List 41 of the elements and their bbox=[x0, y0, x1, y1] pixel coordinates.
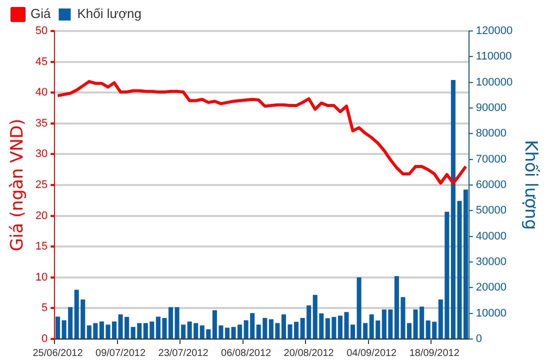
y2-tick-label: 40000 bbox=[476, 230, 506, 242]
bar bbox=[112, 322, 117, 338]
x-tick-label: 06/08/2012 bbox=[221, 348, 272, 359]
y-tick-label: 50 bbox=[35, 25, 48, 38]
y-tick-label: 35 bbox=[35, 117, 48, 130]
bar bbox=[168, 307, 174, 338]
bar bbox=[224, 328, 230, 338]
bar bbox=[407, 323, 412, 338]
y2-axis-title: Khối lượng bbox=[520, 140, 540, 230]
legend-label: Khối lượng bbox=[77, 6, 142, 22]
y2-tick-label: 90000 bbox=[476, 102, 506, 114]
y2-tick-label: 0 bbox=[476, 333, 482, 346]
y-axis-title: Giá (ngàn VND) bbox=[8, 118, 28, 252]
x-tick-label: 09/07/2012 bbox=[96, 348, 146, 359]
y2-tick-label: 30000 bbox=[476, 256, 506, 268]
y2-tick-label: 120000 bbox=[476, 25, 513, 38]
y-tick-label: 40 bbox=[35, 86, 48, 99]
y-tick-label: 25 bbox=[35, 179, 48, 192]
y-tick-label: 45 bbox=[35, 56, 48, 68]
legend-label: Giá bbox=[30, 6, 52, 22]
y2-tick-label: 20000 bbox=[476, 282, 506, 294]
y2-tick-label: 110000 bbox=[476, 50, 512, 63]
y-tick-label: 15 bbox=[35, 240, 48, 253]
y-tick-label: 30 bbox=[35, 148, 48, 160]
y2-tick-label: 10000 bbox=[476, 307, 506, 320]
y2-tick-label: 60000 bbox=[476, 179, 506, 192]
bar bbox=[56, 316, 60, 338]
y-tick-label: 0 bbox=[42, 333, 48, 346]
y2-tick-label: 50000 bbox=[476, 204, 506, 217]
x-tick-label: 18/09/2012 bbox=[409, 348, 460, 359]
y-tick-label: 20 bbox=[35, 210, 48, 222]
x-tick-label: 20/08/2012 bbox=[284, 348, 334, 359]
bar bbox=[281, 314, 286, 338]
y2-tick-label: 80000 bbox=[476, 128, 506, 140]
y2-tick-label: 70000 bbox=[476, 153, 506, 166]
x-tick-label: 23/07/2012 bbox=[158, 348, 209, 359]
y-tick-label: 10 bbox=[35, 271, 48, 284]
y-tick-label: 5 bbox=[42, 302, 48, 314]
x-tick-label: 25/06/2012 bbox=[32, 348, 84, 359]
x-tick-label: 04/09/2012 bbox=[346, 348, 398, 359]
y2-tick-label: 100000 bbox=[476, 76, 513, 88]
